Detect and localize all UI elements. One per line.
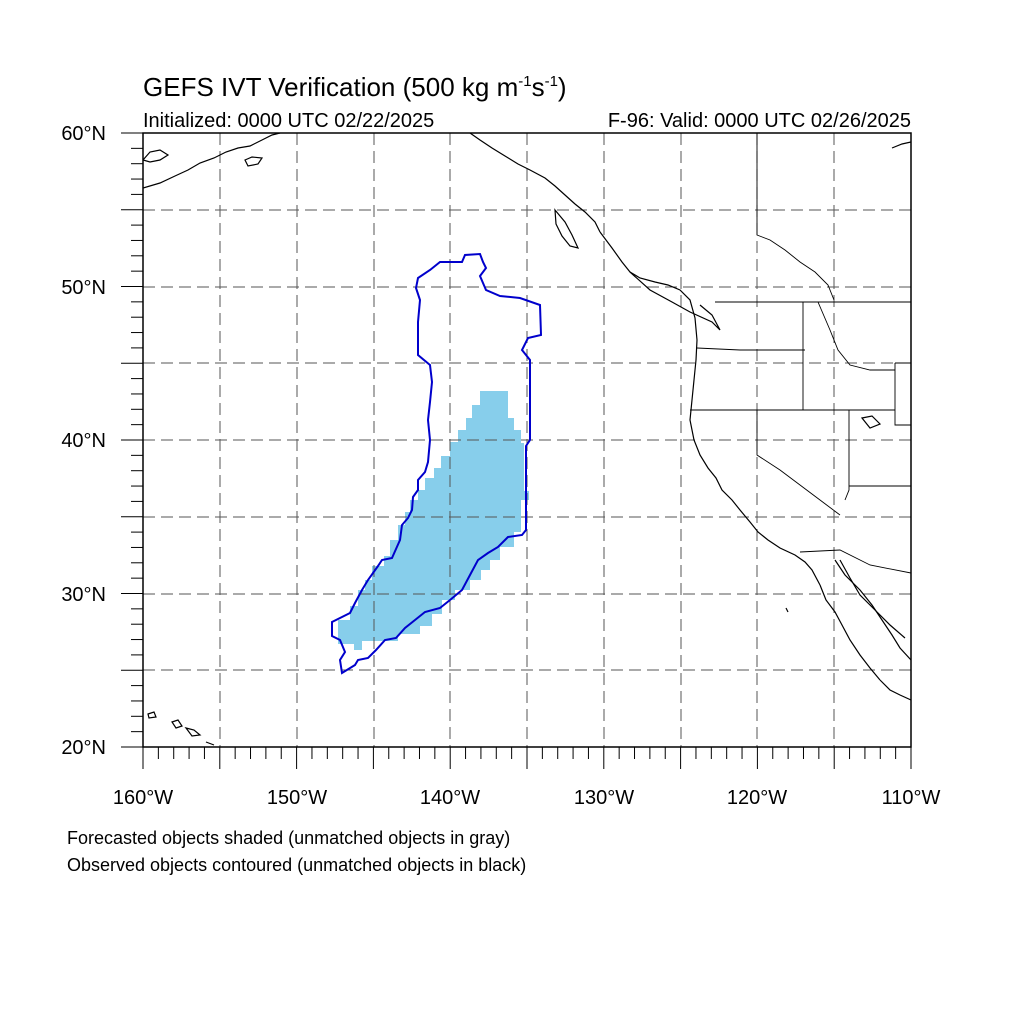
legend-forecast-note: Forecasted objects shaded (unmatched obj… <box>67 828 511 848</box>
chart-title: GEFS IVT Verification (500 kg m-1s-1) <box>143 72 567 102</box>
valid-time-label: F-96: Valid: 0000 UTC 02/26/2025 <box>607 110 911 132</box>
lon-label-130w: 130°W <box>573 787 635 809</box>
lat-label-60n: 60°N <box>61 123 106 145</box>
political-borders <box>690 133 911 574</box>
lat-label-20n: 20°N <box>61 737 106 759</box>
axis-ticks <box>121 132 912 769</box>
lat-label-30n: 30°N <box>61 584 106 606</box>
lon-label-150w: 150°W <box>266 787 328 809</box>
init-time-label: Initialized: 0000 UTC 02/22/2025 <box>143 110 435 132</box>
lon-label-140w: 140°W <box>419 787 481 809</box>
lon-label-160w: 160°W <box>112 787 174 809</box>
lat-label-40n: 40°N <box>61 430 106 452</box>
forecast-object <box>338 391 529 650</box>
legend-observed-note: Observed objects contoured (unmatched ob… <box>67 855 527 875</box>
lon-label-120w: 120°W <box>726 787 788 809</box>
lat-label-50n: 50°N <box>61 277 106 299</box>
observed-object-contour <box>331 252 543 675</box>
grid-lines <box>143 133 911 747</box>
coastlines <box>143 133 911 746</box>
lon-label-110w: 110°W <box>881 787 941 809</box>
